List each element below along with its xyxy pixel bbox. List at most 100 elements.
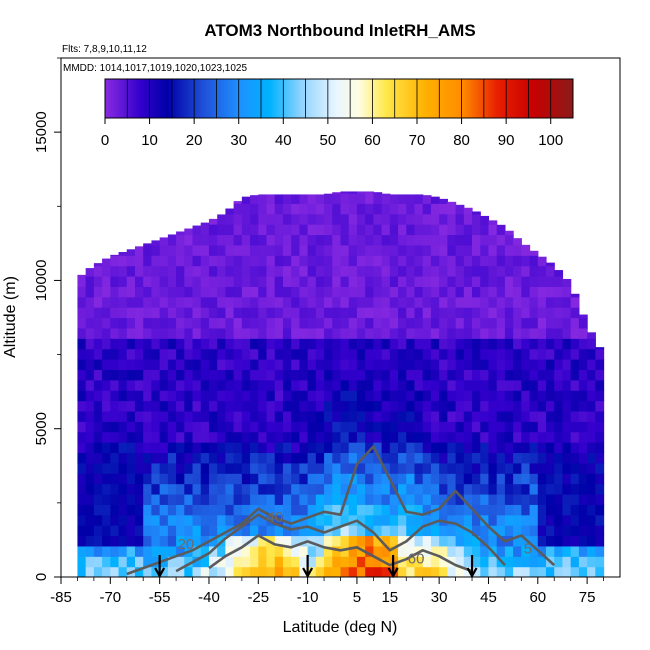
heatmap-cell [513,421,522,433]
heatmap-cell [513,369,522,381]
heatmap-cell [570,431,580,443]
heatmap-cell [398,379,407,391]
heatmap-cell [192,483,202,495]
heatmap-cell [463,255,473,267]
heatmap-cell [562,504,572,516]
heatmap-cell [422,410,432,422]
heatmap-cell [258,390,268,402]
heatmap-cell [176,431,185,443]
heatmap-cell [176,369,185,381]
heatmap-cell [307,194,317,204]
heatmap-cell [422,275,432,287]
heatmap-cell [266,410,276,422]
heatmap-cell [176,493,185,505]
heatmap-cell [233,431,243,443]
heatmap-cell [340,369,350,381]
heatmap-cell [151,525,161,537]
heatmap-cell [389,327,399,339]
heatmap-cell [595,535,605,547]
heatmap-cell [143,431,153,443]
heatmap-cell [307,307,317,319]
heatmap-cell [77,296,87,308]
heatmap-cell [167,462,177,474]
heatmap-cell [480,265,490,277]
heatmap-cell [282,338,292,350]
heatmap-cell [472,525,481,537]
heatmap-cell [324,379,333,391]
heatmap-cell [595,493,605,505]
heatmap-cell [200,400,210,412]
heatmap-cell [578,535,588,547]
heatmap-cell [110,254,120,256]
profile-arrow-head [466,567,478,579]
heatmap-cell [192,327,202,339]
heatmap-cell [217,359,227,370]
heatmap-cell [266,317,276,329]
heatmap-cell [85,379,95,391]
heatmap-cell [184,369,194,381]
heatmap-cell [554,348,564,360]
heatmap-cell [151,410,161,422]
heatmap-cell [455,369,465,381]
heatmap-cell [356,348,366,360]
heatmap-cell [365,244,374,256]
heatmap-cell [192,462,202,474]
heatmap-cell [126,265,136,277]
heatmap-cell [258,493,268,505]
heatmap-cell [200,390,210,402]
heatmap-cell [570,483,580,495]
heatmap-cell [340,191,350,194]
heatmap-cell [233,410,243,422]
heatmap-cell [447,493,457,505]
heatmap-cell [208,369,218,381]
heatmap-cell [134,348,144,360]
heatmap-cell [480,215,490,225]
heatmap-cell [324,265,333,277]
heatmap-cell [381,545,391,557]
heatmap-cell [414,234,424,246]
heatmap-cell [488,535,498,547]
heatmap-cell [324,317,333,329]
heatmap-cell [167,473,177,485]
heatmap-cell [233,348,243,360]
heatmap-cell [151,483,161,495]
heatmap-cell [537,421,547,433]
heatmap-cell [578,483,588,495]
heatmap-cell [241,369,251,381]
heatmap-cell [488,359,498,370]
heatmap-cell [307,244,317,256]
heatmap-cell [406,483,416,495]
heatmap-cell [595,390,605,402]
heatmap-cell [537,359,547,370]
heatmap-cell [266,525,276,537]
heatmap-cell [250,338,259,350]
heatmap-cell [430,224,440,236]
heatmap-cell [118,473,128,485]
heatmap-cell [315,213,325,225]
heatmap-cell [266,194,276,204]
heatmap-cell [102,504,111,516]
heatmap-cell [373,566,383,577]
heatmap-cell [414,307,424,319]
heatmap-cell [521,244,531,256]
heatmap-cell [381,224,391,236]
heatmap-cell [324,234,333,246]
heatmap-cell [110,442,120,454]
heatmap-cell [406,317,416,329]
heatmap-cell [118,327,128,339]
heatmap-cell [225,379,235,391]
heatmap-cell [595,462,605,474]
contour-label: 5 [524,540,532,557]
heatmap-cell [233,452,243,464]
heatmap-cell [340,483,350,495]
heatmap-cell [258,317,268,329]
heatmap-cell [398,390,407,402]
heatmap-cell [266,556,276,568]
heatmap-cell [208,545,218,557]
heatmap-cell [356,286,366,298]
heatmap-cell [546,262,555,267]
heatmap-cell [521,514,531,526]
contour-line-40 [175,513,506,573]
heatmap-cell [389,514,399,526]
